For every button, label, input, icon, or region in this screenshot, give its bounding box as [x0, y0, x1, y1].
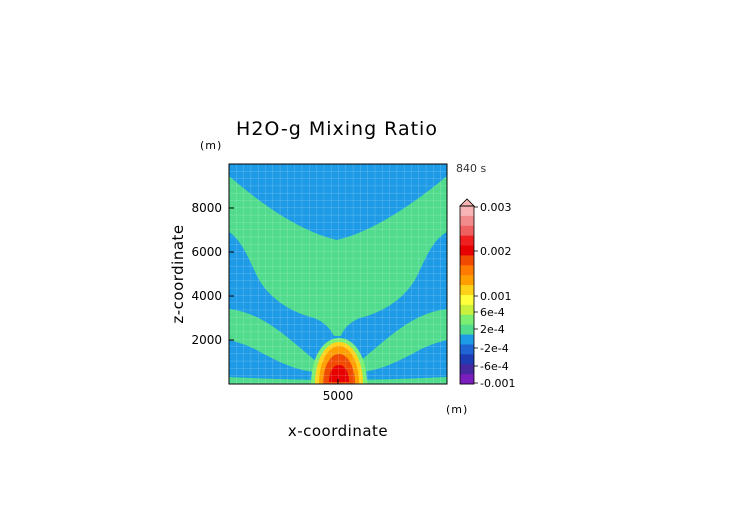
- colorbar-tick-label: -2e-4: [480, 342, 509, 355]
- y-tick-label: 6000: [191, 245, 222, 259]
- x-unit-label: (m): [446, 403, 468, 416]
- colorbar-level: [460, 364, 474, 375]
- core-center: [329, 365, 349, 382]
- x-axis-title: x-coordinate: [288, 422, 388, 440]
- colorbar-level: [460, 215, 474, 227]
- grid: [229, 164, 447, 384]
- colorbar-level: [460, 235, 474, 246]
- time-label: 840 s: [456, 162, 486, 175]
- field-upper-band: [229, 176, 447, 336]
- colorbar-tick-label: 0.003: [480, 201, 512, 214]
- colorbar-level: [460, 314, 474, 326]
- colorbar-level: [460, 275, 474, 286]
- y-tick-label: 4000: [191, 289, 222, 303]
- colorbar-tick-label: 0.002: [480, 245, 512, 258]
- colorbar-level: [460, 324, 474, 335]
- colorbar-tick-label: -6e-4: [480, 360, 509, 373]
- colorbar-level: [460, 334, 474, 345]
- y-axis-title: z-coordinate: [169, 224, 187, 323]
- y-tick-label: 2000: [191, 333, 222, 347]
- plot-area: [228, 163, 448, 385]
- colorbar-level: [460, 374, 474, 385]
- colorbar-level: [460, 304, 474, 316]
- x-tick-label: 5000: [323, 389, 354, 403]
- field-right-wing: [351, 309, 447, 372]
- colorbar-level: [460, 295, 474, 306]
- y-axis: 2000 4000 6000 8000: [191, 201, 234, 347]
- colorbar: 0.003 0.002 0.001 6e-4 2e-4 -2e-4 -6e-4 -0.001: [459, 198, 515, 390]
- colorbar-frame: [459, 205, 475, 385]
- colorbar-level: [460, 354, 474, 365]
- colorbar-level: [460, 245, 474, 256]
- colorbar-extend-arrow: [459, 198, 475, 207]
- colorbar-level: [460, 285, 474, 296]
- chart-title: H2O-g Mixing Ratio: [236, 118, 438, 140]
- field-left-wing: [229, 309, 325, 372]
- y-tick-label: 8000: [191, 201, 222, 215]
- colorbar-tick-label: 2e-4: [480, 323, 505, 336]
- colorbar-tick-label: 0.001: [480, 290, 512, 303]
- colorbar-level: [460, 255, 474, 266]
- colorbar-tick-label: -0.001: [480, 377, 515, 390]
- x-axis: 5000: [323, 379, 354, 403]
- y-unit-label: (m): [200, 139, 222, 152]
- colorbar-level: [460, 344, 474, 355]
- colorbar-level: [460, 206, 474, 217]
- colorbar-level: [460, 225, 474, 237]
- colorbar-level: [460, 265, 474, 276]
- colorbar-tick-label: 6e-4: [480, 306, 505, 319]
